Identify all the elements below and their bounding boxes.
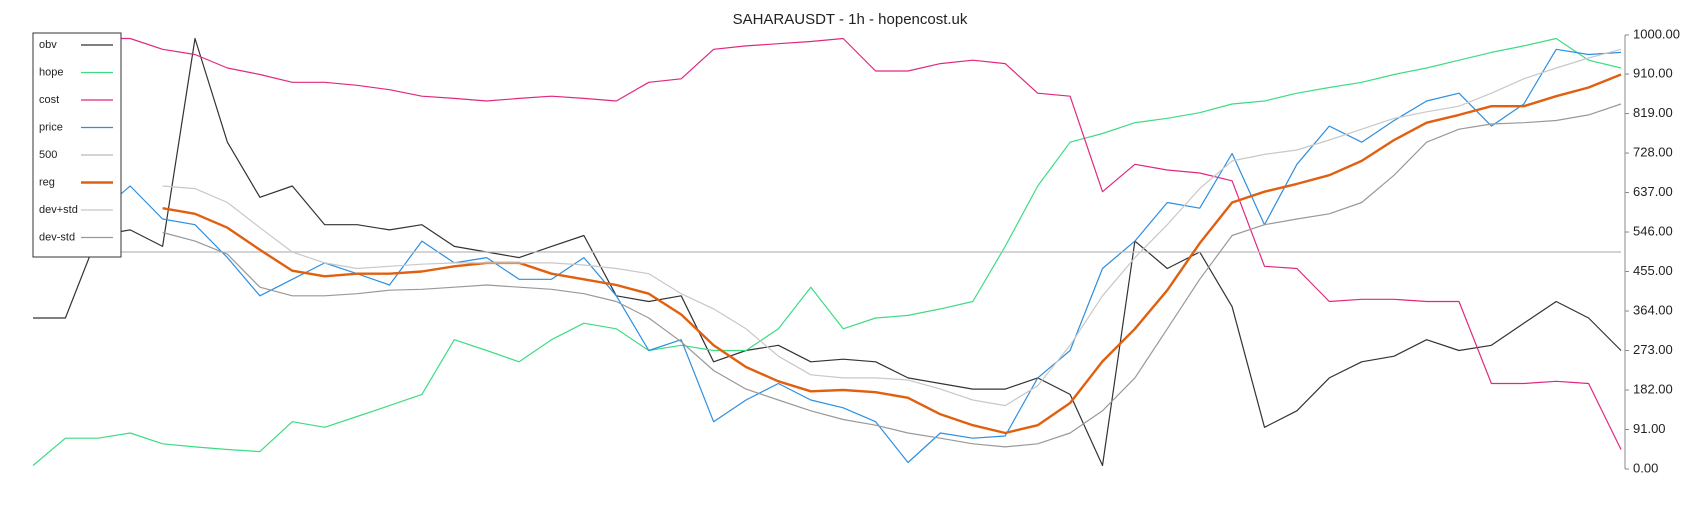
y-tick-label: 637.00 xyxy=(1633,184,1673,199)
plot-area xyxy=(32,37,1622,467)
legend-label: dev-std xyxy=(39,231,75,243)
y-tick-label: 546.00 xyxy=(1633,223,1673,238)
y-tick-label: 455.00 xyxy=(1633,263,1673,278)
y-tick-label: 1000.00 xyxy=(1633,26,1680,41)
series-line xyxy=(32,37,1622,466)
legend-label: 500 xyxy=(39,149,57,161)
series-line xyxy=(32,48,1622,464)
legend-label: hope xyxy=(39,66,63,78)
legend-label: obv xyxy=(39,39,57,51)
y-tick-label: 910.00 xyxy=(1633,65,1673,80)
y-tick-label: 0.00 xyxy=(1633,460,1658,475)
y-tick-label: 91.00 xyxy=(1633,421,1666,436)
series-line xyxy=(162,103,1622,448)
series-line xyxy=(32,37,1622,450)
y-tick-label: 182.00 xyxy=(1633,381,1673,396)
y-tick-label: 273.00 xyxy=(1633,342,1673,357)
legend-label: reg xyxy=(39,176,55,188)
series-line xyxy=(162,73,1622,435)
y-axis: 0.00 91.00 182.00 273.00 364.00 455.00 546.00 6… xyxy=(1624,26,1680,475)
legend-label: price xyxy=(39,121,63,133)
legend-label: dev+std xyxy=(39,204,78,216)
legend-box xyxy=(32,32,122,258)
series-line xyxy=(33,37,1622,467)
y-tick-label: 819.00 xyxy=(1633,105,1673,120)
chart-title: SAHARAUSDT - 1h - hopencost.uk xyxy=(733,11,968,28)
legend-label: cost xyxy=(39,94,59,106)
y-tick-label: 364.00 xyxy=(1633,302,1673,317)
y-tick-label: 728.00 xyxy=(1633,144,1673,159)
series-line xyxy=(162,48,1622,407)
legend: obv hope cost price 500 reg dev+std dev-std xyxy=(32,32,122,258)
